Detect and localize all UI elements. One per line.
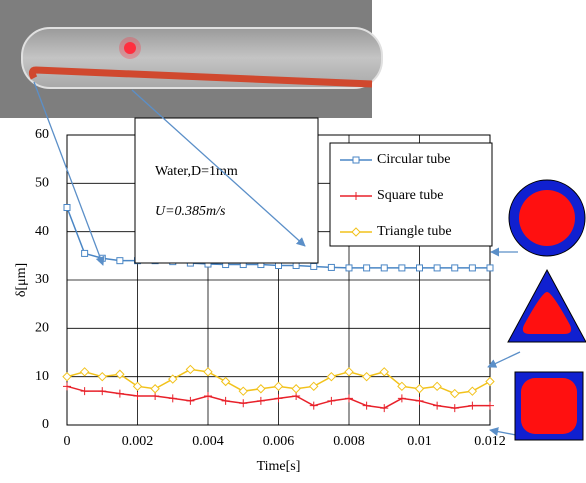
legend-label: Circular tube [377, 152, 450, 167]
marker [468, 401, 477, 410]
marker [203, 367, 213, 377]
marker [397, 394, 406, 403]
marker [63, 382, 71, 391]
marker [415, 396, 424, 405]
marker [363, 264, 371, 272]
y-tick-label: 60 [35, 127, 49, 142]
marker [380, 264, 388, 272]
y-tick-label: 20 [35, 321, 49, 336]
legend-label: Triangle tube [377, 224, 452, 239]
marker [468, 264, 476, 272]
marker [380, 404, 389, 413]
marker [433, 264, 441, 272]
marker [132, 381, 143, 392]
x-tick-label: 0.012 [474, 434, 506, 449]
marker [416, 264, 423, 272]
marker [345, 394, 353, 403]
marker [451, 264, 459, 272]
marker [362, 401, 371, 410]
marker [450, 404, 459, 413]
y-axis-label: δ[μm] [14, 263, 29, 297]
marker [327, 263, 335, 271]
marker [133, 392, 142, 400]
marker [238, 386, 248, 396]
marker [115, 389, 124, 398]
marker [220, 376, 231, 387]
marker [433, 401, 442, 410]
marker [398, 264, 406, 272]
marker [327, 396, 336, 405]
marker [352, 192, 360, 200]
legend-label: Square tube [377, 188, 443, 203]
marker [204, 392, 212, 400]
annotation: U=0.385m/s [155, 204, 226, 219]
y-tick-label: 30 [35, 272, 49, 287]
marker [326, 371, 337, 382]
marker [80, 387, 89, 396]
photo [0, 0, 383, 118]
marker [185, 364, 196, 375]
marker [432, 381, 442, 392]
marker [414, 384, 425, 394]
marker [168, 374, 178, 384]
x-tick-label: 0.004 [192, 434, 224, 449]
marker [186, 396, 195, 405]
x-tick-label: 0.01 [407, 434, 432, 449]
marker [97, 371, 107, 382]
marker [310, 262, 318, 270]
y-tick-label: 10 [35, 369, 49, 384]
marker [79, 367, 90, 377]
x-tick-label: 0.008 [333, 434, 365, 449]
marker [352, 156, 360, 164]
marker [62, 371, 72, 382]
marker [351, 227, 361, 237]
x-tick-label: 0.006 [263, 434, 295, 449]
marker [168, 394, 177, 403]
marker [98, 387, 107, 396]
marker [397, 381, 407, 392]
marker [115, 369, 125, 379]
marker [256, 396, 265, 405]
marker [81, 249, 89, 257]
y-tick-label: 40 [35, 224, 49, 239]
annotation-box [134, 117, 319, 264]
marker [221, 396, 230, 405]
marker [345, 264, 353, 272]
marker [63, 204, 71, 211]
marker [467, 386, 478, 396]
y-tick-label: 0 [42, 417, 49, 432]
marker [116, 257, 124, 265]
annotation: Water,D=1mm [155, 164, 238, 179]
marker [274, 394, 283, 403]
marker [309, 401, 318, 410]
x-axis-label: Time[s] [257, 459, 301, 474]
marker [485, 376, 495, 387]
marker [361, 371, 372, 382]
marker [486, 264, 494, 272]
x-tick-label: 0.002 [122, 434, 154, 449]
marker [256, 384, 266, 394]
marker [309, 381, 319, 392]
arrows [33, 81, 521, 437]
shape-icons [507, 179, 586, 441]
x-tick-label: 0 [64, 434, 71, 449]
marker [450, 388, 460, 399]
marker [291, 384, 301, 394]
y-tick-label: 50 [35, 176, 49, 191]
marker [239, 399, 248, 408]
marker [273, 381, 284, 392]
marker [344, 367, 354, 377]
marker [379, 367, 389, 377]
marker [486, 401, 494, 410]
marker [150, 384, 160, 394]
